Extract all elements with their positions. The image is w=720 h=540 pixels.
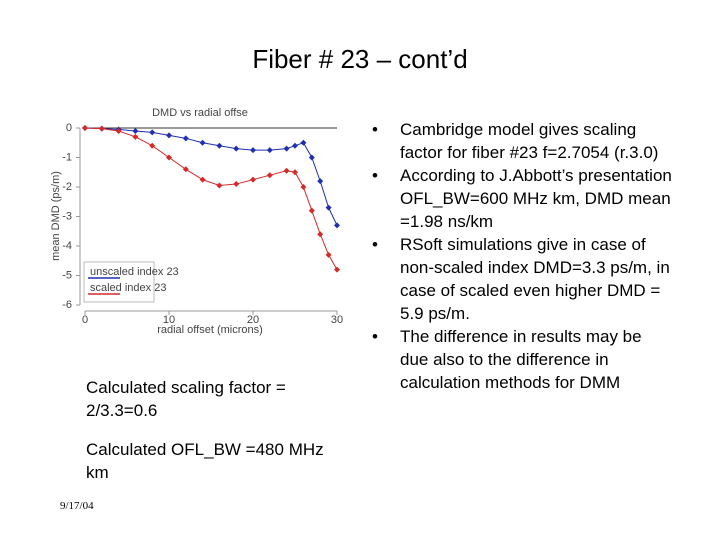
marker (199, 176, 206, 183)
marker (334, 266, 340, 273)
y-tick-label: -4 (62, 240, 72, 252)
marker (132, 127, 139, 134)
marker (300, 139, 307, 146)
marker (266, 147, 273, 154)
marker (149, 129, 156, 136)
series-line (84, 127, 338, 226)
marker (292, 169, 298, 176)
y-tick-label: 0 (66, 122, 72, 134)
marker (317, 178, 324, 185)
marker (308, 207, 315, 214)
marker (300, 184, 307, 190)
chart-title: DMD vs radial offse (152, 107, 248, 119)
y-axis-label: mean DMD (ps/m) (50, 171, 62, 261)
marker (98, 125, 105, 132)
marker (308, 154, 315, 161)
legend-box (83, 261, 155, 303)
note: Calculated OFL_BW =480 MHz km (86, 440, 324, 482)
marker (233, 181, 240, 188)
marker (216, 182, 223, 189)
marker (82, 125, 88, 131)
marker (334, 222, 340, 229)
y-tick-label: -1 (62, 151, 72, 163)
date: 9/17/04 (60, 500, 94, 512)
marker (233, 145, 240, 152)
y-tick-label: -6 (62, 299, 72, 311)
marker (132, 133, 139, 140)
legend-label: scaled index 23 (90, 282, 166, 294)
legend-label: unscaled index 23 (90, 266, 179, 278)
bullet: The difference in results may be due als… (372, 325, 672, 394)
x-axis-label: radial offset (microns) (157, 324, 263, 336)
x-tick-label: 10 (163, 314, 175, 326)
bullet: RSoft simulations give in case of non-sc… (372, 233, 672, 325)
y-tick-label: -3 (62, 210, 72, 222)
series-line (84, 127, 338, 270)
marker (325, 251, 332, 258)
marker (166, 132, 172, 139)
bullet-list: Cambridge model gives scaling factor for… (372, 118, 672, 394)
marker (283, 145, 290, 152)
bullet: Cambridge model gives scaling factor for… (372, 118, 672, 164)
x-tick-label: 20 (247, 314, 259, 326)
marker (325, 204, 332, 211)
marker (182, 135, 189, 142)
marker (115, 127, 122, 134)
marker (216, 142, 223, 149)
marker (166, 154, 172, 161)
marker (292, 142, 298, 149)
marker (317, 231, 324, 238)
marker (199, 139, 206, 146)
marker (149, 142, 156, 149)
bullet: According to J.Abbott’s presentation OFL… (372, 164, 672, 233)
marker (182, 166, 189, 173)
marker (283, 167, 290, 174)
marker (250, 176, 256, 183)
marker (266, 172, 273, 179)
x-tick-label: 30 (331, 314, 343, 326)
slide-title: Fiber # 23 – cont’d (252, 44, 468, 74)
marker (250, 147, 256, 154)
note: Calculated scaling factor = 2/3.3=0.6 (86, 378, 286, 420)
y-tick-label: -5 (62, 269, 72, 281)
x-tick-label: 0 (82, 314, 88, 326)
chart: DMD vs radial offse radial offset (micro… (50, 107, 343, 336)
y-tick-label: -2 (62, 181, 72, 193)
